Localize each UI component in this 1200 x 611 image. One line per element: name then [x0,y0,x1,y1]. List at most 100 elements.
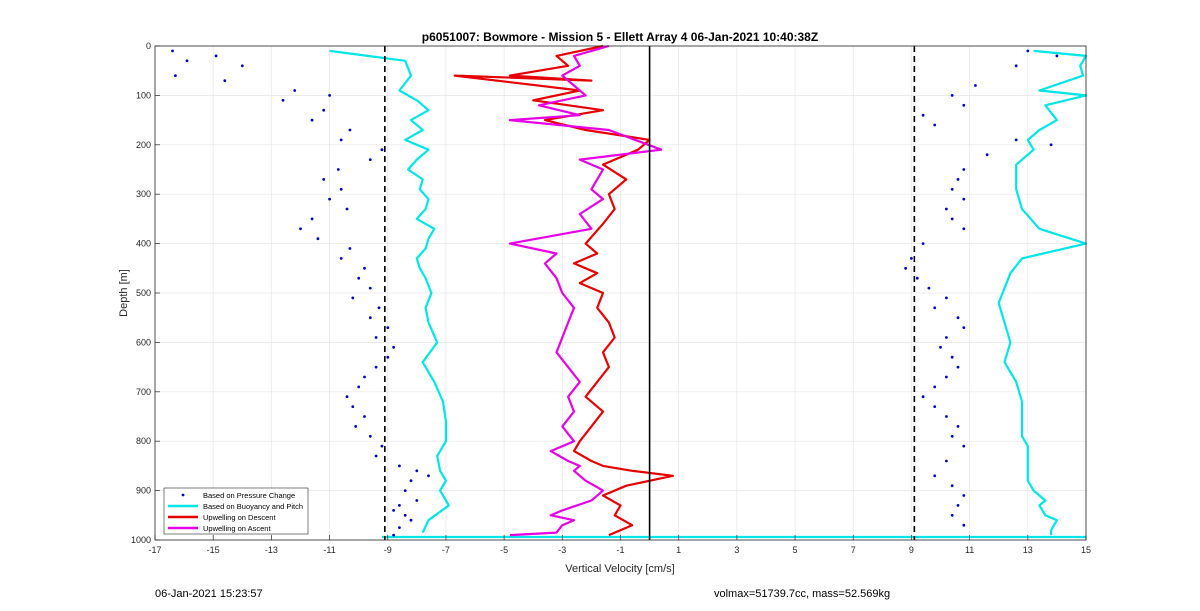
series-based-on-pressure-change-point [293,89,297,92]
series-based-on-pressure-change-point [956,178,960,181]
series-based-on-pressure-change-point [368,316,372,320]
reference-lines [384,46,916,540]
series-based-on-pressure-change-point [933,405,937,408]
series-based-on-pressure-change-point [363,415,366,418]
series-based-on-pressure-change-point [374,336,378,339]
series-based-on-pressure-change-point [921,242,925,246]
series-based-on-pressure-change-point [933,385,937,389]
series-based-on-pressure-change-point [1049,143,1053,147]
legend-label-buoyancy: Based on Buoyancy and Pitch [203,502,303,511]
series-based-on-pressure-change-point [403,513,407,517]
x-tick-label: -11 [323,545,335,555]
series-based-on-pressure-change-point [386,355,390,359]
series-based-on-pressure-change-point [950,513,954,517]
y-tick-label: 700 [136,387,151,397]
legend-label-descent: Upwelling on Descent [203,513,276,522]
x-tick-label: -1 [616,545,624,555]
series-based-on-pressure-change-point [945,415,948,418]
series-based-on-pressure-change-point [921,395,925,399]
series-upwelling-on-ascent-line [508,44,663,537]
series-based-on-pressure-change-point [374,454,378,458]
series-based-on-pressure-change-point [962,494,966,497]
series-based-on-pressure-change-point [380,444,384,448]
series-based-on-pressure-change-point [950,355,954,359]
series-based-on-pressure-change-point [950,217,954,221]
series-based-on-pressure-change-point [915,276,919,280]
series-based-on-pressure-change-point [339,257,343,260]
y-tick-label: 0 [146,41,151,51]
x-tick-label: -7 [442,545,450,555]
series-based-on-pressure-change-point [240,64,244,68]
series-based-on-pressure-change-point [415,469,419,473]
legend-swatch-pressure [181,493,185,497]
series-based-on-pressure-change-point [962,168,966,171]
series-based-on-pressure-change-point [904,266,907,270]
series-based-on-pressure-change-point [945,296,948,300]
series-based-on-pressure-change-point [281,98,285,102]
y-tick-label: 200 [136,140,151,150]
series-based-on-pressure-change-point [328,197,331,201]
series-based-on-pressure-change-point [336,168,340,171]
x-tick-label: -17 [148,545,161,555]
x-tick-label: 7 [851,545,856,555]
series-based-on-pressure-change-point [427,474,430,478]
series-based-on-pressure-change-point [1014,64,1018,68]
series-based-on-pressure-change-point [950,484,954,488]
series-based-on-pressure-change-point [348,247,352,250]
x-tick-label: -15 [207,545,220,555]
series-based-on-pressure-change-point [348,128,352,132]
series-based-on-pressure-change-point [223,79,227,82]
series-based-on-pressure-change-point [956,425,960,428]
series-based-on-pressure-change-point [950,187,954,191]
series-based-on-pressure-change-point [962,326,966,329]
series-based-on-pressure-change-point [174,74,177,77]
series-based-on-pressure-change-point [962,444,966,448]
y-tick-label: 400 [136,239,151,249]
x-tick-label: -5 [500,545,508,555]
series-based-on-pressure-change-point [322,108,326,112]
series-based-on-pressure-change-point [409,518,413,522]
series-based-on-pressure-change-point [974,84,977,87]
series-based-on-pressure-change-point [945,207,948,211]
series-based-on-pressure-change-point [945,459,948,463]
series-based-on-pressure-change-point [962,103,966,107]
series-based-on-pressure-change-point [933,123,937,127]
series-based-on-pressure-change-point [956,316,960,320]
series-based-on-pressure-change-point [351,296,355,300]
series-based-on-pressure-change-point [921,113,925,117]
series-based-on-pressure-change-point [368,158,372,162]
y-tick-label: 100 [136,90,151,100]
series-upwelling-on-descent-line [453,44,675,537]
series-based-on-pressure-change-point [171,49,174,53]
series-based-on-pressure-change-point [345,207,349,211]
y-tick-label: 300 [136,189,151,199]
data-layer [171,44,1088,539]
y-tick-label: 900 [136,486,151,496]
x-tick-label: 5 [793,545,798,555]
tick-layer: -17 -15 -13 -11 -9 -7 -5 -3 -1 1 3 5 7 9 11 13 150100200… [131,41,1091,555]
series-based-on-pressure-change-point [945,336,948,339]
series-based-on-pressure-change-point [214,54,218,58]
series-based-on-pressure-change-point [1026,49,1030,53]
y-tick-label: 800 [136,436,151,446]
legend-label-pressure: Based on Pressure Change [203,491,295,500]
series-based-on-pressure-change-point [945,375,948,379]
series-based-on-pressure-change-point [962,227,966,231]
grid-layer [154,45,1087,541]
footer-timestamp: 06-Jan-2021 15:23:57 [155,588,263,600]
series-based-on-pressure-change-point [927,286,931,290]
series-based-on-pressure-change-point [962,523,966,527]
series-based-on-pressure-change-point [328,94,331,97]
x-tick-label: 1 [676,545,681,555]
series-based-on-pressure-change-point [398,526,401,529]
series-based-on-pressure-change-point [933,474,937,478]
series-based-on-pressure-change-point [392,533,395,537]
series-based-on-pressure-change-point [310,217,314,221]
series-based-on-pressure-change-point [985,153,989,157]
series-based-on-pressure-change-point [962,197,966,201]
x-tick-label: 9 [909,545,914,555]
y-tick-label: 1000 [131,535,151,545]
series-based-on-pressure-change-point [377,306,381,310]
x-tick-label: 13 [1023,545,1033,555]
series-based-on-pressure-change-point [345,395,349,399]
